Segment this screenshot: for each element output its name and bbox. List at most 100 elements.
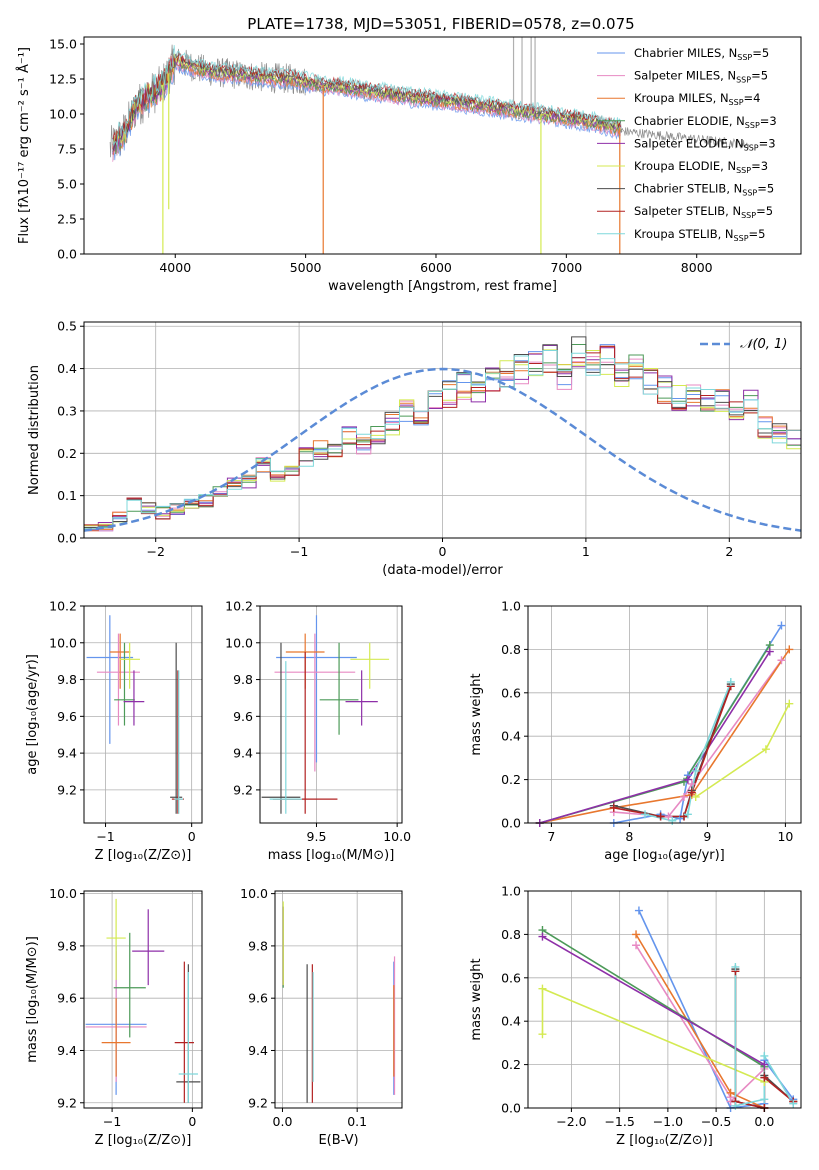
weight-marker-chabrier_miles [777,621,786,630]
axes-frame [83,890,203,1109]
weight-line-salpeter_miles [635,944,765,1104]
y-tick-label: 10.0 [49,886,77,901]
x-axis-label: age [log₁₀(age/yr)] [604,848,725,863]
legend-label-suffix: =4 [744,91,761,105]
y-tick-label: 0.0 [501,1101,521,1116]
figure-title: PLATE=1738, MJD=53051, FIBERID=0578, z=0… [247,15,634,33]
legend-label: Salpeter MILES, NSSP=5 [634,69,768,85]
axes-frame [274,890,403,1109]
weight-marker-kroupa_elodie [691,792,700,801]
legend-label: Chabrier ELODIE, NSSP=3 [634,114,777,130]
legend-label-sub: SSP [741,211,756,220]
x-tick-label: 4000 [159,260,191,275]
y-tick-label: 9.4 [57,746,77,761]
y-tick-label: 1.0 [501,884,521,899]
weight-marker-kroupa_stelib [760,1051,769,1060]
legend-label-sub: SSP [745,121,760,130]
axes-frame [259,605,403,824]
y-axis-label: mass weight [469,673,484,755]
legend-label-main: Chabrier STELIB, N [634,182,742,196]
panels-layer: 4000 5000 6000 7000 80000.02.55.07.510.012.5… [16,36,802,1148]
weight-marker-kroupa_stelib [731,962,740,971]
y-tick-label: 0.3 [57,403,77,418]
y-tick-label: 9.8 [248,938,268,953]
y-tick-label: 10.0 [49,635,77,650]
data-spectrum-red-line [618,127,750,150]
legend-label-sub: SSP [729,98,744,107]
weight-marker-salpeter_elodie [683,775,692,784]
weight-marker-kroupa_stelib [683,810,692,819]
y-tick-label: 9.2 [57,782,77,797]
normal-curve [84,367,801,532]
y-tick-label: 15.0 [49,37,77,52]
y-tick-label: 9.6 [233,709,253,724]
legend-label: Salpeter ELODIE, NSSP=3 [634,136,776,152]
x-tick-label: 1 [582,544,590,559]
y-tick-label: 9.2 [57,1095,77,1110]
y-axis-label: Flux [fλ10⁻¹⁷ erg cm⁻² s⁻¹ Å⁻¹] [16,47,32,244]
plot-area [84,891,202,1108]
weight-marker-kroupa_elodie [538,1030,547,1039]
legend-label-main: Chabrier ELODIE, N [634,114,745,128]
y-tick-label: 0.4 [57,361,77,376]
y-tick-label: 9.4 [57,1043,77,1058]
weight-line-chabrier_elodie [539,644,771,823]
y-tick-label: 0.2 [57,446,77,461]
plot-area [84,322,801,538]
weight-marker-kroupa_stelib [726,677,735,686]
y-axis-label: Normed distribution [27,365,42,495]
y-tick-label: 0.5 [57,319,77,334]
histogram-kroupa_miles [84,346,801,532]
x-tick-label: −2 [146,544,164,559]
weight-line-salpeter_miles [613,659,783,818]
weight-marker-salpeter_elodie [760,1060,769,1069]
plot-area [109,37,750,254]
weight-marker-salpeter_miles [664,812,673,821]
legend-label: Chabrier MILES, NSSP=5 [634,46,769,62]
weight-marker-chabrier_miles [634,906,643,915]
legend-label: 𝒩(0, 1) [740,337,787,352]
y-tick-label: 9.8 [57,938,77,953]
legend-label-suffix: =3 [751,159,768,173]
x-tick-label: 5000 [290,260,322,275]
weight-marker-salpeter_elodie [765,647,774,656]
weight-marker-kroupa_elodie [538,984,547,993]
y-tick-label: 9.6 [57,709,77,724]
y-tick-label: 0.0 [501,816,521,831]
legend-label-main: Salpeter STELIB, N [634,204,741,218]
histogram-kroupa_stelib [84,350,801,530]
legend-label-suffix: =5 [757,182,774,196]
y-axis-label: mass [log₁₀(M/M⊙)] [25,936,40,1063]
model-spectrum-kroupa_stelib [112,45,621,147]
axes-frame [527,890,802,1109]
x-tick-label: 8 [625,829,633,844]
weight-line-kroupa_miles [539,648,790,823]
x-tick-label: 9.5 [307,829,327,844]
y-tick-label: 0.4 [501,729,521,744]
x-tick-label: 10 [777,829,793,844]
x-tick-label: −1.0 [653,1114,683,1129]
legend-label-suffix: =5 [751,69,768,83]
y-tick-label: 9.4 [248,1043,268,1058]
x-tick-label: −1 [290,544,308,559]
legend-label: Chabrier STELIB, NSSP=5 [634,182,774,198]
y-tick-label: 0.6 [501,970,521,985]
weight-line-salpeter_elodie [539,651,771,823]
y-tick-label: 10.0 [240,886,268,901]
legend-label-sub: SSP [736,166,751,175]
legend-label-sub: SSP [737,53,752,62]
x-tick-label: −1 [96,829,114,844]
panel-mass_weight_vs_age: 7 8 9 10 0.0 0.2 0.4 0.6 0.8 1.0 age [log₁₀(age/yr… [469,599,802,863]
y-axis-label: mass weight [469,958,484,1040]
x-tick-label: 9 [703,829,711,844]
y-tick-label: 10.0 [49,107,77,122]
x-tick-label: 0 [188,829,196,844]
legend-label-sub: SSP [742,189,757,198]
y-tick-label: 0.8 [501,642,521,657]
weight-line-kroupa_elodie [695,703,791,798]
legend-label-main: Salpeter MILES, N [634,69,736,83]
y-tick-label: 0.2 [501,772,521,787]
model-spectrum-kroupa_elodie [112,53,621,144]
x-tick-label: 0 [439,544,447,559]
x-tick-label: −2.0 [556,1114,586,1129]
